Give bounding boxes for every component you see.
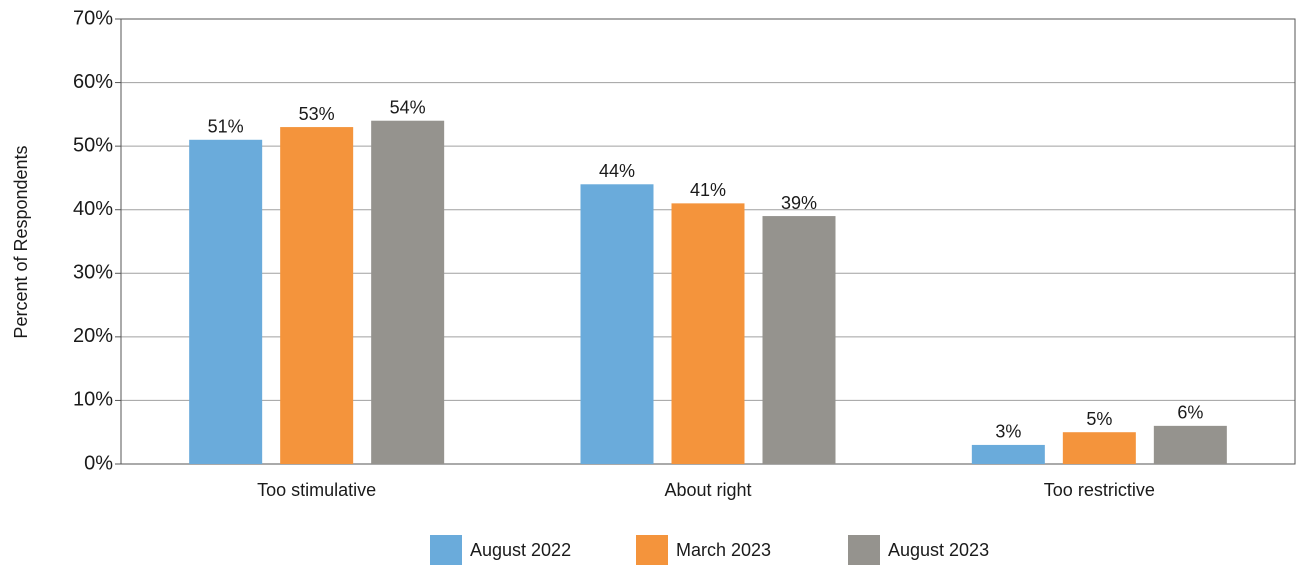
bar xyxy=(671,203,745,464)
y-tick-label: 30% xyxy=(73,262,113,284)
x-tick-label: Too stimulative xyxy=(257,480,376,500)
legend-swatch xyxy=(430,535,462,565)
y-tick-label: 10% xyxy=(73,389,113,411)
y-axis-label: Percent of Respondents xyxy=(11,145,31,338)
y-tick-label: 20% xyxy=(73,325,113,347)
bar xyxy=(371,120,445,464)
y-tick-label: 0% xyxy=(84,452,113,474)
data-label: 53% xyxy=(299,104,335,124)
legend-swatch xyxy=(848,535,880,565)
legend-swatch xyxy=(636,535,668,565)
y-tick-label: 40% xyxy=(73,198,113,220)
bar xyxy=(971,444,1045,464)
data-label: 6% xyxy=(1177,403,1203,423)
data-label: 39% xyxy=(781,193,817,213)
bar xyxy=(762,216,836,464)
data-label: 5% xyxy=(1086,409,1112,429)
data-label: 54% xyxy=(390,97,426,117)
legend-label: March 2023 xyxy=(676,540,771,560)
bar xyxy=(580,184,654,465)
data-label: 41% xyxy=(690,180,726,200)
legend-label: August 2023 xyxy=(888,540,989,560)
legend-label: August 2022 xyxy=(470,540,571,560)
data-label: 44% xyxy=(599,161,635,181)
y-tick-label: 60% xyxy=(73,71,113,93)
x-tick-label: About right xyxy=(664,480,751,500)
data-label: 3% xyxy=(995,422,1021,442)
bar xyxy=(189,139,263,465)
bar xyxy=(280,127,354,465)
x-tick-label: Too restrictive xyxy=(1044,480,1155,500)
bar xyxy=(1153,425,1227,464)
data-label: 51% xyxy=(208,117,244,137)
y-tick-label: 50% xyxy=(73,134,113,156)
y-tick-label: 70% xyxy=(73,7,113,29)
bar xyxy=(1062,432,1136,464)
